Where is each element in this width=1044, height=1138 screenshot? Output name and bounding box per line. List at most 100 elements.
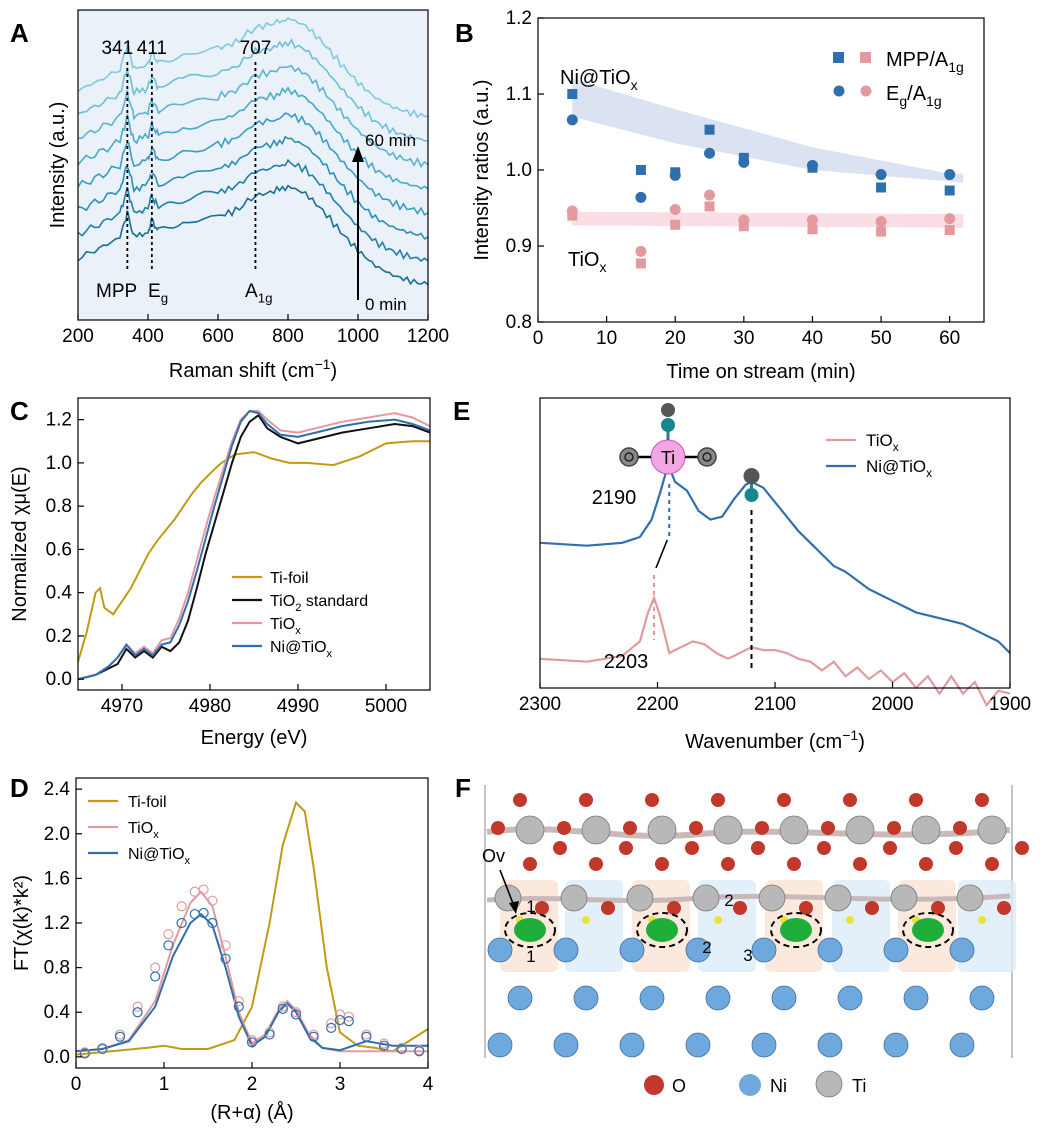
o-atom-d-4 [787,857,801,871]
o-atom-b-3 [689,821,703,835]
mode-label-eg-base: E [148,281,161,302]
legend-c-label-2-base: TiO [270,616,295,633]
time-arrow-head [352,146,364,162]
ft-fit-point-4-7 [189,908,200,920]
legend-c-label-3: Ni@TiOx [270,639,333,660]
ratio-point-s1-0 [566,114,578,126]
legend-d-label-1: TiOx [128,820,159,841]
panel-a-x-ticklabel-5: 1200 [407,326,449,347]
ni-atom-mid-3 [705,985,731,1011]
panel-e-x-ticklabel-1: 2200 [636,694,678,715]
o-atom-right-ring [702,452,712,462]
charge-density-green-1 [646,918,678,942]
panel-b-x-ticklabel-6: 60 [939,328,960,349]
legend-d-label-2: Ni@TiOx [128,846,191,867]
ft-curve-1 [75,890,428,1053]
label-tiox: TiOx [568,249,606,275]
ft-fit-point-4-20 [361,1031,372,1042]
ni-atom-mid-6 [903,985,929,1011]
arrow-label-bottom: 0 min [365,295,407,314]
ti-atom-top-6 [911,815,941,845]
o-atom-e-7 [997,901,1011,915]
ti-atom-label: Ti [661,448,675,468]
o-atom-b-6 [887,821,901,835]
mode-label-eg: Eg [148,281,168,306]
o-atom-a-4 [777,793,791,807]
o-atom-a-6 [909,793,923,807]
ft-fit-point-3-20 [361,1029,372,1040]
ft-fit-point-3-8 [198,884,209,895]
legend-b-eg-sub2: 1g [926,93,942,109]
o-atom-a-3 [711,793,725,807]
site-label-3: 2 [702,938,711,957]
legend-d-label-1-base: TiO [128,820,153,837]
ti-atom-top-3 [713,815,743,845]
panel-d-y-ticklabel-0: 0.0 [44,1047,70,1068]
panel-a-x-ticklabel-2: 600 [202,326,234,347]
ni-atom-bottom-3 [685,1032,711,1058]
ni-atom-top-6 [883,937,909,963]
panel-c-ylabel: Normalized χμ(E) [9,466,31,621]
shift-connector [655,539,668,569]
panel-b-x-ticklabel-1: 10 [596,328,617,349]
panel-b-y-ticklabel-4: 1.2 [506,8,532,29]
ni-atom-top-0 [487,937,513,963]
ratio-point-s1-4 [738,156,750,168]
legend-e-label-1-sub: x [926,466,932,480]
legend-f-o-label: O [672,1076,686,1096]
ti-atom-top-5 [845,815,875,845]
ir-spectrum-0 [539,594,1011,708]
ni-atom-bottom-7 [949,1032,975,1058]
ft-fit-point-4-23 [414,1046,425,1057]
legend-d-label-2-sub: x [185,855,191,867]
legend-f-ni-label: Ni [770,1076,787,1096]
ft-fit-point-4-21 [378,1040,390,1051]
legend-c-label-1-base: TiO [270,593,295,610]
o-atom-d-0 [523,857,537,871]
panel-b-x-ticklabel-4: 40 [802,328,823,349]
legend-c-label-1-sub: 2 [295,602,301,614]
legend-b-square-pink [860,52,871,63]
ft-fit-point-3-4 [150,962,161,973]
oxygen-vacancy-ring-2 [770,912,822,948]
o-atom-c-0 [553,841,567,855]
site-label-1: 1 [526,947,535,966]
panel-a-xlabel-base: Raman shift (cm [169,360,315,382]
legend-b-eg-mid: /A [907,83,927,105]
legend-e-label-1-base: Ni@TiO [866,457,926,476]
panel-b-x-ticklabel-0: 0 [533,328,544,349]
panel-e-x-ticklabel-4: 1900 [989,694,1031,715]
raman-spectrum-5 [77,64,429,169]
arrow-label-top: 60 min [365,131,416,150]
ft-fit-point-4-22 [396,1043,407,1055]
label-ni-tiox: Ni@TiOx [560,67,638,93]
ni-atom-bottom-1 [553,1032,579,1058]
co-c-atom-ti [661,418,675,432]
legend-d-label-2-base: Ni@TiO [128,846,185,863]
ft-fit-point-4-4 [150,971,161,982]
ratio-point-s0-0 [567,89,578,99]
ratio-point-s1-5 [806,159,818,171]
panel-e-x-ticklabel-3: 2000 [871,694,913,715]
o-atom-left-ring [624,452,634,462]
panel-b-y-ticklabel-2: 1.0 [506,160,532,181]
structure-panel-f: Ov 1 1 2 2 3 O Ni Ti [482,785,1029,1098]
ft-fit-point-4-19 [343,1016,354,1027]
ov-arrow-head [509,901,519,914]
ratio-point-s1-2 [669,169,681,181]
ft-fit-point-3-7 [189,886,200,897]
ratio-point-s0-1 [635,165,646,175]
o-atom-d-7 [985,857,999,871]
panel-c-y-ticklabel-0: 0.0 [46,669,72,690]
ratio-point-s1-1 [635,191,647,203]
raman-spectrum-1 [77,158,429,263]
ft-fit-point-3-6 [176,901,187,912]
ni-atom-mid-2 [639,985,665,1011]
chart-panel-a: 341 411 707 MPP Eg A1g 60 min 0 min 200 400 600 800… [47,9,449,382]
panel-c-y-ticklabel-6: 1.2 [46,410,72,431]
xanes-curve-1 [77,413,431,681]
ft-fit-point-3-2 [114,1029,126,1040]
